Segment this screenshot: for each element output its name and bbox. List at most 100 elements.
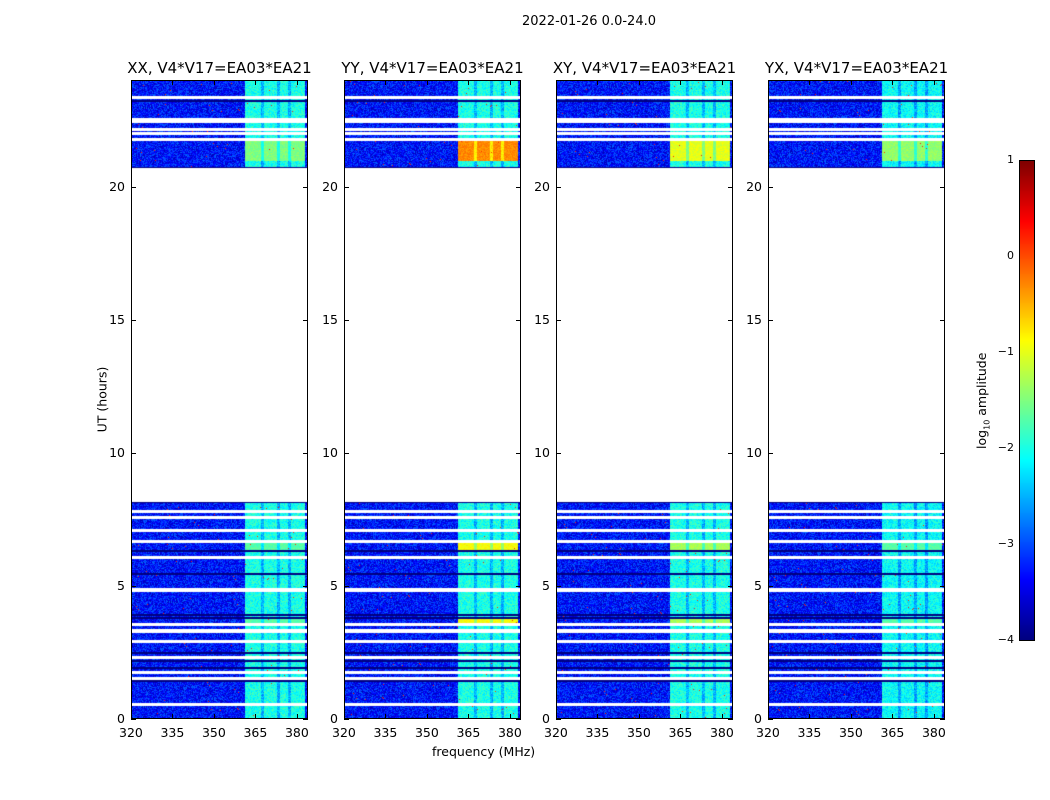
panel-yx [768, 80, 945, 719]
y-tick-label: 0 [754, 711, 762, 726]
y-tick-label: 0 [330, 711, 338, 726]
x-tick [131, 714, 132, 719]
x-tick-label: 335 [585, 725, 610, 740]
x-tick [509, 80, 511, 85]
x-tick [213, 714, 215, 719]
x-tick [172, 80, 174, 85]
x-tick-label: 365 [668, 725, 693, 740]
x-tick [892, 80, 894, 85]
waterfall-heatmap [345, 81, 520, 718]
y-tick [940, 186, 945, 188]
y-tick-label: 5 [117, 577, 125, 593]
x-tick-label: 380 [497, 725, 522, 740]
x-tick [385, 714, 387, 719]
x-tick [597, 714, 599, 719]
y-tick [516, 319, 521, 321]
y-tick [131, 319, 136, 321]
colorbar-tick-label: 0 [1007, 249, 1014, 262]
x-tick-label: 320 [756, 725, 780, 740]
x-tick [344, 714, 345, 719]
x-tick-label: 335 [160, 725, 185, 740]
x-tick-label: 350 [414, 725, 439, 740]
y-tick [556, 186, 561, 188]
waterfall-heatmap [769, 81, 944, 718]
y-tick [556, 719, 561, 720]
x-tick-label: 320 [119, 725, 143, 740]
y-tick-label: 20 [109, 178, 125, 194]
x-tick-label: 365 [243, 725, 268, 740]
colorbar-tick-label: −4 [997, 633, 1014, 646]
x-tick-label: 350 [201, 725, 226, 740]
panel-title: XY, V4*V17=EA03*EA21 [552, 59, 737, 77]
y-tick [728, 452, 733, 454]
x-tick-label: 320 [544, 725, 568, 740]
y-tick-label: 15 [109, 311, 125, 327]
y-tick-label: 15 [746, 311, 762, 327]
y-tick [768, 319, 773, 321]
y-tick [728, 319, 733, 321]
y-tick [940, 585, 945, 587]
x-tick-label: 350 [838, 725, 863, 740]
y-tick [303, 319, 308, 321]
waterfall-heatmap [557, 81, 732, 718]
y-tick [728, 719, 733, 720]
y-tick-label: 10 [534, 444, 550, 460]
x-tick [426, 80, 428, 85]
colorbar-tick-label: −1 [997, 345, 1014, 358]
x-tick [721, 714, 723, 719]
x-tick [933, 80, 935, 85]
y-tick-label: 15 [534, 311, 550, 327]
x-tick [638, 80, 640, 85]
y-tick [344, 719, 349, 720]
x-tick [213, 80, 215, 85]
y-tick [303, 585, 308, 587]
x-tick [131, 80, 132, 85]
x-tick [768, 714, 769, 719]
x-tick [680, 80, 682, 85]
colorbar-label: log10 amplitude [974, 348, 992, 453]
figure-title: 2022-01-26 0.0-24.0 [522, 14, 656, 29]
x-tick-label: 380 [284, 725, 309, 740]
panel-xx [131, 80, 308, 719]
panel-xy [556, 80, 733, 719]
y-tick-label: 20 [746, 178, 762, 194]
y-tick [344, 186, 349, 188]
y-tick [131, 186, 136, 188]
x-tick-label: 365 [880, 725, 905, 740]
panel-yy [344, 80, 521, 719]
panel-title: YY, V4*V17=EA03*EA21 [341, 59, 524, 77]
x-tick [556, 80, 557, 85]
y-tick-label: 0 [117, 711, 125, 726]
y-tick-label: 10 [109, 444, 125, 460]
x-tick [680, 714, 682, 719]
y-tick-label: 5 [754, 577, 762, 593]
y-tick [768, 585, 773, 587]
colorbar [1019, 160, 1035, 641]
x-tick [638, 714, 640, 719]
x-tick [426, 714, 428, 719]
x-tick [892, 714, 894, 719]
x-tick [255, 714, 257, 719]
colorbar-label-log: log [973, 429, 989, 449]
x-tick [296, 80, 298, 85]
x-tick [809, 80, 811, 85]
x-tick [721, 80, 723, 85]
x-tick-label: 380 [921, 725, 946, 740]
x-tick-label: 335 [797, 725, 822, 740]
y-tick [556, 452, 561, 454]
y-tick [728, 585, 733, 587]
y-tick [516, 719, 521, 720]
x-tick [850, 714, 852, 719]
y-tick [516, 186, 521, 188]
x-axis-label: frequency (MHz) [432, 744, 536, 759]
waterfall-heatmap [132, 81, 307, 718]
x-tick-label: 365 [456, 725, 481, 740]
x-tick-label: 335 [373, 725, 398, 740]
y-tick [768, 452, 773, 454]
x-tick [255, 80, 257, 85]
y-tick-label: 20 [534, 178, 550, 194]
colorbar-tick-label: −2 [997, 441, 1014, 454]
y-tick [303, 452, 308, 454]
panel-title: XX, V4*V17=EA03*EA21 [127, 59, 312, 77]
y-tick [556, 319, 561, 321]
